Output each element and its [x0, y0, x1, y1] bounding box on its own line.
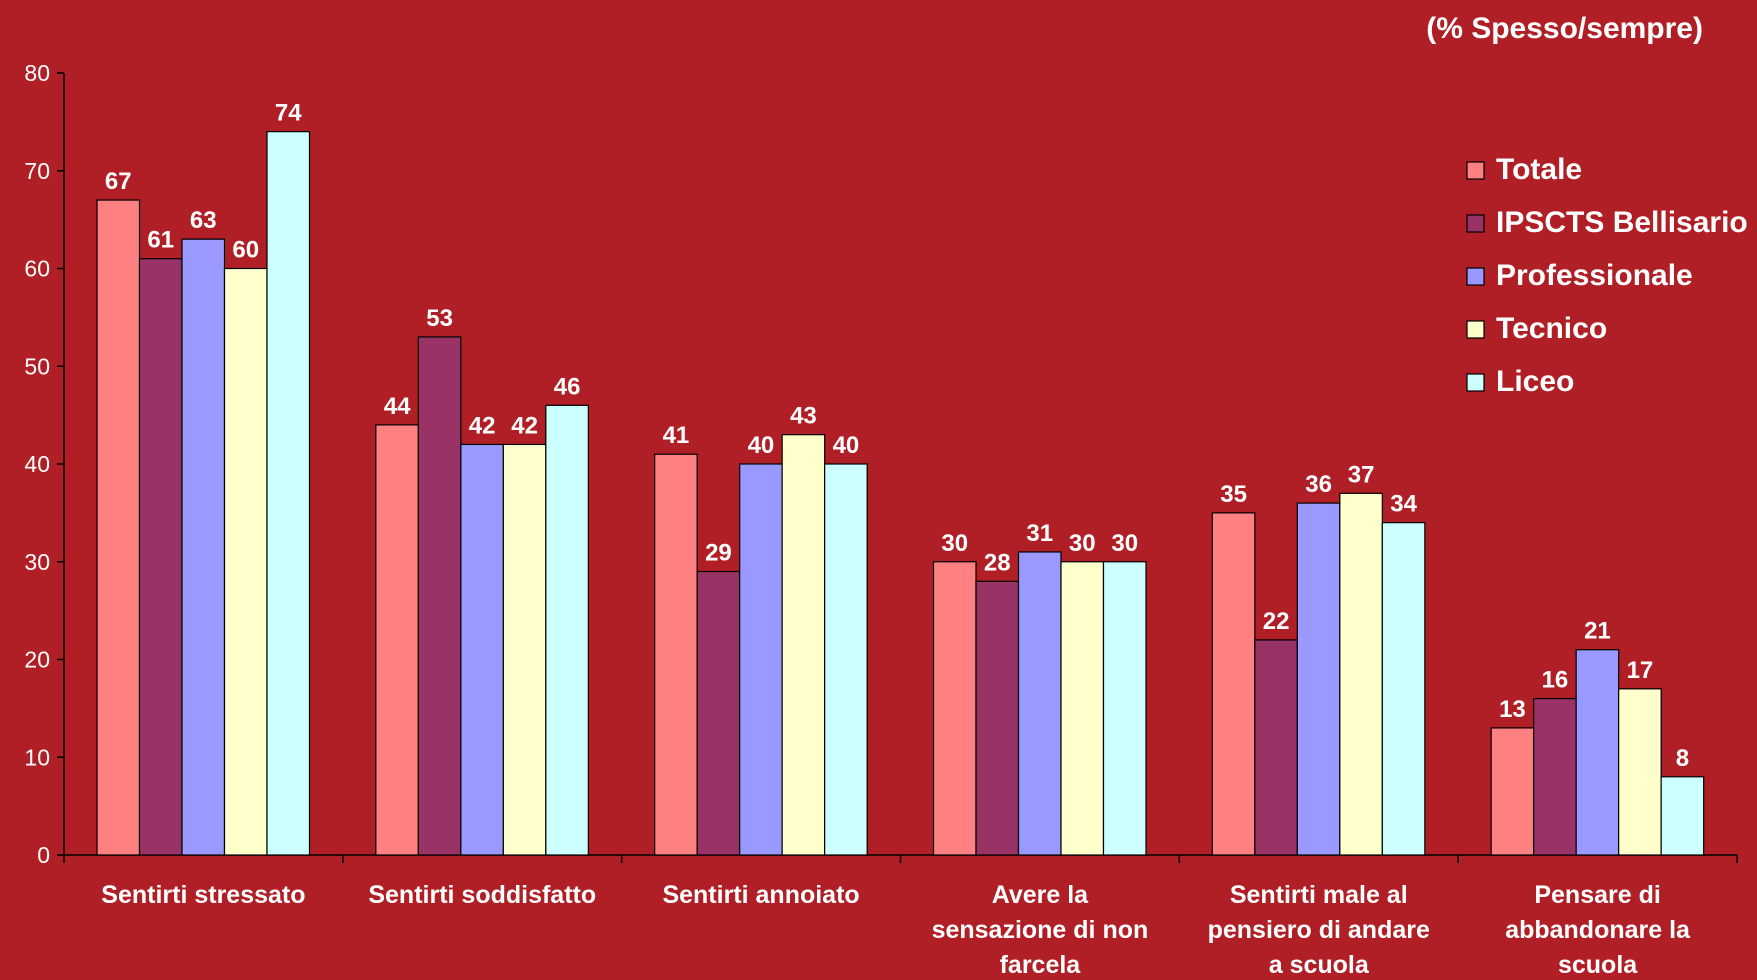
x-category-label: Pensare di abbandonare la scuola: [1505, 881, 1691, 979]
bar-tecnico-1: [502, 443, 547, 856]
bar-ipscts-bellisario-1: [417, 336, 462, 856]
data-label: 16: [1542, 667, 1569, 694]
data-label: 17: [1627, 657, 1654, 684]
data-label: 61: [147, 227, 174, 254]
data-label: 41: [663, 422, 690, 449]
x-category-label: Sentirti annoiato: [662, 881, 859, 909]
data-label: 29: [705, 540, 732, 567]
bar-totale-3: [932, 561, 977, 856]
bar-professionale-0: [181, 238, 226, 856]
y-tick-label: 40: [24, 451, 50, 477]
data-label: 60: [232, 237, 259, 264]
data-label: 28: [984, 549, 1011, 576]
y-tick-label: 30: [24, 549, 50, 575]
data-label: 34: [1390, 491, 1417, 518]
data-label: 42: [469, 412, 496, 439]
legend-label: IPSCTS Bellisario: [1496, 206, 1748, 239]
bar-liceo-2: [824, 463, 868, 856]
data-label: 30: [1111, 530, 1138, 557]
data-label: 35: [1220, 481, 1247, 508]
bar-tecnico-5: [1618, 688, 1662, 856]
data-label: 67: [105, 168, 132, 195]
bar-professionale-2: [739, 463, 783, 856]
data-label: 42: [511, 412, 538, 439]
bar-ipscts-bellisario-0: [138, 258, 183, 856]
data-label: 13: [1499, 696, 1526, 723]
bar-ipscts-bellisario-5: [1533, 697, 1577, 856]
bar-tecnico-0: [223, 267, 268, 856]
x-category-label: Sentirti soddisfatto: [368, 881, 596, 909]
legend: Totale IPSCTS Bellisario Professionale Tecn…: [1466, 153, 1748, 398]
data-label: 40: [748, 432, 775, 459]
bar-ipscts-bellisario-2: [696, 570, 741, 856]
x-category-label: Avere la sensazione di non farcela: [932, 881, 1149, 979]
y-tick-label: 50: [24, 353, 50, 379]
y-tick-label: 80: [24, 60, 50, 86]
data-label: 30: [941, 530, 968, 557]
bar-totale-0: [96, 199, 141, 856]
bar-tecnico-2: [781, 434, 826, 856]
legend-label: Professionale: [1496, 259, 1693, 292]
data-label: 36: [1305, 471, 1332, 498]
bar-totale-4: [1211, 512, 1256, 856]
bar-ipscts-bellisario-4: [1254, 639, 1298, 856]
y-tick-label: 20: [24, 647, 50, 673]
axes: 0 10 20 30 40 50 60 70 80: [24, 60, 1738, 868]
legend-swatch-professionale: [1466, 267, 1485, 286]
category-labels: Sentirti stressato Sentirti soddisfatto Se…: [101, 881, 1691, 979]
chart-subtitle: (% Spesso/sempre): [1426, 12, 1703, 45]
bar-professionale-3: [1017, 551, 1062, 856]
data-label: 63: [190, 207, 217, 234]
legend-swatch-totale: [1466, 161, 1485, 180]
x-category-label: Sentirti stressato: [101, 881, 305, 909]
y-tick-label: 60: [24, 256, 50, 282]
x-category-label: Sentirti male al pensiero di andare a scuo…: [1208, 881, 1430, 979]
data-label: 53: [426, 305, 453, 332]
data-label: 37: [1348, 461, 1375, 488]
legend-label: Totale: [1496, 153, 1582, 186]
data-label: 40: [833, 432, 860, 459]
data-label: 43: [790, 403, 817, 430]
legend-swatch-tecnico: [1466, 320, 1485, 339]
legend-label: Liceo: [1496, 365, 1574, 398]
data-label: 74: [275, 100, 302, 127]
data-labels: 67 44 41 30 35 13 61 53 29 28 22 16 63 42 40 31 36 21 60 42…: [105, 100, 1689, 772]
legend-swatch-liceo: [1466, 373, 1485, 392]
bar-totale-2: [654, 453, 698, 856]
bar-tecnico-3: [1060, 561, 1105, 856]
data-label: 44: [384, 393, 411, 420]
bars: [96, 131, 1705, 856]
y-tick-label: 10: [24, 744, 50, 770]
bar-totale-5: [1490, 727, 1535, 856]
data-label: 46: [554, 373, 581, 400]
bar-liceo-3: [1102, 561, 1147, 856]
bar-liceo-1: [545, 404, 589, 856]
bar-professionale-5: [1575, 649, 1620, 856]
bar-ipscts-bellisario-3: [975, 580, 1020, 856]
y-tick-label: 70: [24, 158, 50, 184]
data-label: 30: [1069, 530, 1096, 557]
data-label: 21: [1584, 618, 1611, 645]
bar-liceo-0: [266, 131, 311, 856]
bar-totale-1: [375, 424, 419, 856]
bar-professionale-4: [1296, 502, 1341, 856]
legend-swatch-ipscts-bellisario: [1466, 214, 1485, 233]
data-label: 22: [1263, 608, 1290, 635]
bar-liceo-4: [1381, 522, 1426, 856]
legend-label: Tecnico: [1496, 312, 1607, 345]
data-label: 31: [1026, 520, 1053, 547]
bar-professionale-1: [460, 443, 504, 856]
y-tick-label: 0: [37, 842, 50, 868]
bar-tecnico-4: [1339, 492, 1383, 856]
data-label: 8: [1676, 745, 1689, 772]
bar-liceo-5: [1660, 776, 1705, 856]
